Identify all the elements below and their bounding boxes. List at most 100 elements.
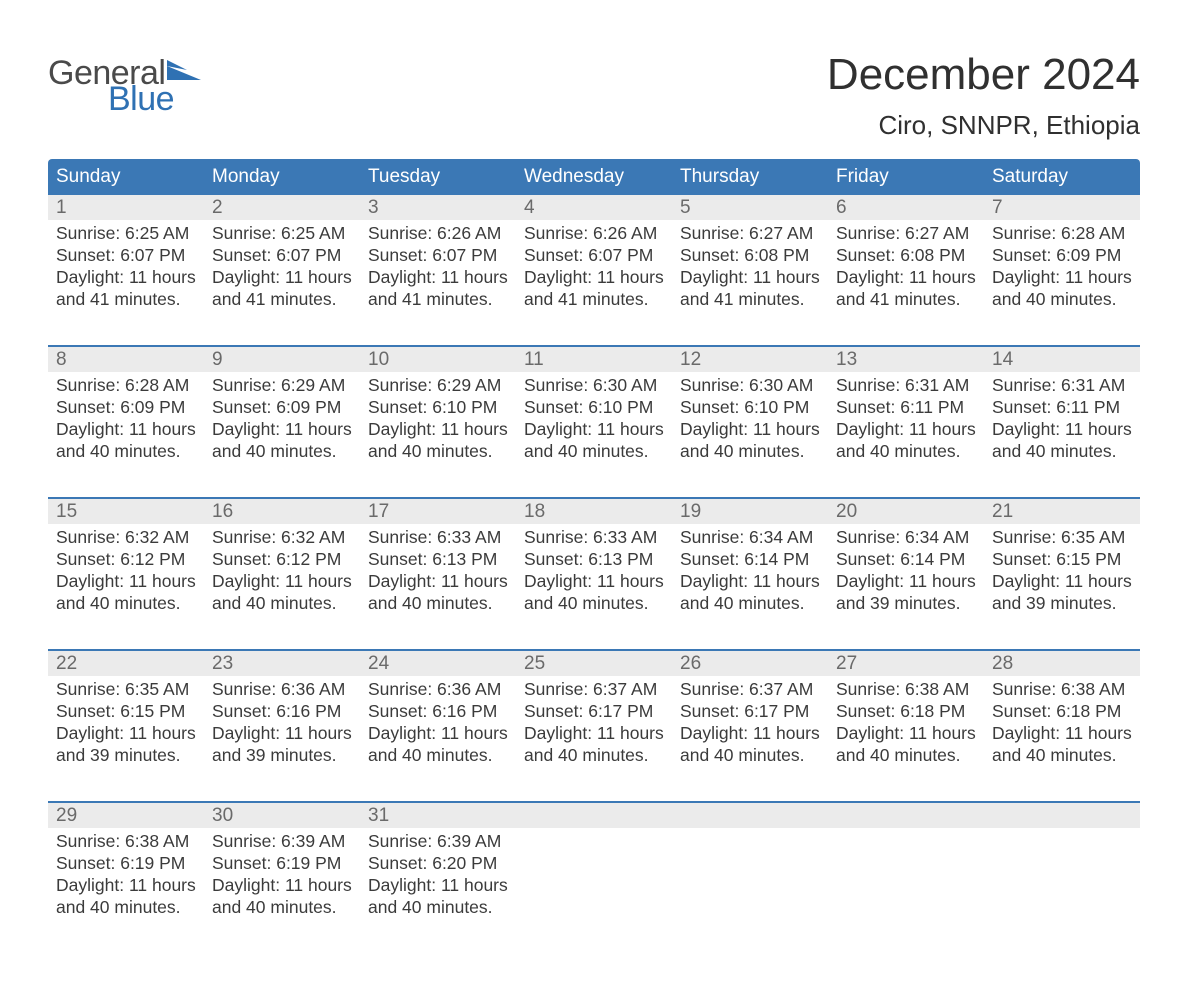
calendar-day: . <box>672 803 828 953</box>
daylight-line1: Daylight: 11 hours <box>992 419 1132 441</box>
daylight-line2: and 39 minutes. <box>836 593 976 615</box>
day-number: 10 <box>360 347 516 372</box>
day-body: Sunrise: 6:36 AMSunset: 6:16 PMDaylight:… <box>360 676 516 773</box>
daylight-line1: Daylight: 11 hours <box>368 571 508 593</box>
sunset-text: Sunset: 6:13 PM <box>368 549 508 571</box>
day-number: 14 <box>984 347 1140 372</box>
calendar-week: 8Sunrise: 6:28 AMSunset: 6:09 PMDaylight… <box>48 345 1140 497</box>
sunset-text: Sunset: 6:17 PM <box>680 701 820 723</box>
daylight-line2: and 40 minutes. <box>212 897 352 919</box>
sunset-text: Sunset: 6:07 PM <box>212 245 352 267</box>
day-body: Sunrise: 6:32 AMSunset: 6:12 PMDaylight:… <box>204 524 360 621</box>
daylight-line1: Daylight: 11 hours <box>992 723 1132 745</box>
day-body: Sunrise: 6:31 AMSunset: 6:11 PMDaylight:… <box>828 372 984 469</box>
day-body: Sunrise: 6:27 AMSunset: 6:08 PMDaylight:… <box>672 220 828 317</box>
day-body: Sunrise: 6:39 AMSunset: 6:19 PMDaylight:… <box>204 828 360 925</box>
sunset-text: Sunset: 6:07 PM <box>524 245 664 267</box>
calendar-day: . <box>984 803 1140 953</box>
day-number: 19 <box>672 499 828 524</box>
daylight-line2: and 41 minutes. <box>56 289 196 311</box>
sunset-text: Sunset: 6:16 PM <box>212 701 352 723</box>
day-number: 28 <box>984 651 1140 676</box>
calendar-day: . <box>828 803 984 953</box>
dow-tuesday: Tuesday <box>360 159 516 195</box>
daylight-line2: and 40 minutes. <box>212 593 352 615</box>
sunrise-text: Sunrise: 6:28 AM <box>992 223 1132 245</box>
daylight-line2: and 40 minutes. <box>680 441 820 463</box>
dow-wednesday: Wednesday <box>516 159 672 195</box>
day-number: 21 <box>984 499 1140 524</box>
daylight-line1: Daylight: 11 hours <box>992 571 1132 593</box>
sunset-text: Sunset: 6:14 PM <box>836 549 976 571</box>
day-body: Sunrise: 6:29 AMSunset: 6:09 PMDaylight:… <box>204 372 360 469</box>
calendar-day: 17Sunrise: 6:33 AMSunset: 6:13 PMDayligh… <box>360 499 516 649</box>
sunrise-text: Sunrise: 6:26 AM <box>368 223 508 245</box>
day-number: 30 <box>204 803 360 828</box>
calendar-day: 13Sunrise: 6:31 AMSunset: 6:11 PMDayligh… <box>828 347 984 497</box>
day-body: Sunrise: 6:25 AMSunset: 6:07 PMDaylight:… <box>204 220 360 317</box>
daylight-line1: Daylight: 11 hours <box>56 875 196 897</box>
brand-logo: General Blue <box>48 50 201 119</box>
daylight-line2: and 40 minutes. <box>992 745 1132 767</box>
day-body: Sunrise: 6:38 AMSunset: 6:18 PMDaylight:… <box>828 676 984 773</box>
sunset-text: Sunset: 6:15 PM <box>992 549 1132 571</box>
day-body: Sunrise: 6:36 AMSunset: 6:16 PMDaylight:… <box>204 676 360 773</box>
day-number: 6 <box>828 195 984 220</box>
sunset-text: Sunset: 6:08 PM <box>836 245 976 267</box>
daylight-line1: Daylight: 11 hours <box>992 267 1132 289</box>
sunset-text: Sunset: 6:13 PM <box>524 549 664 571</box>
day-number: 27 <box>828 651 984 676</box>
calendar-day: 23Sunrise: 6:36 AMSunset: 6:16 PMDayligh… <box>204 651 360 801</box>
day-number: 12 <box>672 347 828 372</box>
daylight-line2: and 40 minutes. <box>368 441 508 463</box>
day-body: Sunrise: 6:30 AMSunset: 6:10 PMDaylight:… <box>672 372 828 469</box>
daylight-line1: Daylight: 11 hours <box>836 723 976 745</box>
daylight-line2: and 40 minutes. <box>524 441 664 463</box>
calendar-day: 4Sunrise: 6:26 AMSunset: 6:07 PMDaylight… <box>516 195 672 345</box>
calendar-week: 22Sunrise: 6:35 AMSunset: 6:15 PMDayligh… <box>48 649 1140 801</box>
day-body: Sunrise: 6:38 AMSunset: 6:18 PMDaylight:… <box>984 676 1140 773</box>
dow-saturday: Saturday <box>984 159 1140 195</box>
daylight-line1: Daylight: 11 hours <box>836 267 976 289</box>
day-number: 8 <box>48 347 204 372</box>
sunrise-text: Sunrise: 6:34 AM <box>836 527 976 549</box>
day-body: Sunrise: 6:33 AMSunset: 6:13 PMDaylight:… <box>360 524 516 621</box>
calendar-day: 16Sunrise: 6:32 AMSunset: 6:12 PMDayligh… <box>204 499 360 649</box>
sunset-text: Sunset: 6:10 PM <box>524 397 664 419</box>
sunrise-text: Sunrise: 6:29 AM <box>212 375 352 397</box>
day-number: 18 <box>516 499 672 524</box>
calendar-day: 2Sunrise: 6:25 AMSunset: 6:07 PMDaylight… <box>204 195 360 345</box>
calendar-day: 6Sunrise: 6:27 AMSunset: 6:08 PMDaylight… <box>828 195 984 345</box>
day-number: 17 <box>360 499 516 524</box>
sunset-text: Sunset: 6:09 PM <box>992 245 1132 267</box>
day-body: Sunrise: 6:25 AMSunset: 6:07 PMDaylight:… <box>48 220 204 317</box>
sunrise-text: Sunrise: 6:35 AM <box>992 527 1132 549</box>
calendar-day: 9Sunrise: 6:29 AMSunset: 6:09 PMDaylight… <box>204 347 360 497</box>
sunrise-text: Sunrise: 6:38 AM <box>836 679 976 701</box>
calendar-page: General Blue December 2024 Ciro, SNNPR, … <box>0 0 1188 993</box>
daylight-line1: Daylight: 11 hours <box>524 723 664 745</box>
location-subtitle: Ciro, SNNPR, Ethiopia <box>827 110 1140 141</box>
daylight-line2: and 41 minutes. <box>524 289 664 311</box>
daylight-line2: and 40 minutes. <box>524 745 664 767</box>
daylight-line2: and 39 minutes. <box>992 593 1132 615</box>
sunset-text: Sunset: 6:14 PM <box>680 549 820 571</box>
sunrise-text: Sunrise: 6:37 AM <box>680 679 820 701</box>
daylight-line1: Daylight: 11 hours <box>212 875 352 897</box>
day-number: 11 <box>516 347 672 372</box>
sunset-text: Sunset: 6:19 PM <box>56 853 196 875</box>
calendar-day: 22Sunrise: 6:35 AMSunset: 6:15 PMDayligh… <box>48 651 204 801</box>
day-body: Sunrise: 6:39 AMSunset: 6:20 PMDaylight:… <box>360 828 516 925</box>
calendar-day: 3Sunrise: 6:26 AMSunset: 6:07 PMDaylight… <box>360 195 516 345</box>
sunset-text: Sunset: 6:11 PM <box>992 397 1132 419</box>
daylight-line2: and 41 minutes. <box>368 289 508 311</box>
day-body: Sunrise: 6:27 AMSunset: 6:08 PMDaylight:… <box>828 220 984 317</box>
daylight-line1: Daylight: 11 hours <box>680 571 820 593</box>
daylight-line1: Daylight: 11 hours <box>212 571 352 593</box>
day-body: Sunrise: 6:37 AMSunset: 6:17 PMDaylight:… <box>672 676 828 773</box>
daylight-line1: Daylight: 11 hours <box>368 267 508 289</box>
day-body: Sunrise: 6:33 AMSunset: 6:13 PMDaylight:… <box>516 524 672 621</box>
day-body: Sunrise: 6:26 AMSunset: 6:07 PMDaylight:… <box>516 220 672 317</box>
day-number: 7 <box>984 195 1140 220</box>
day-body: Sunrise: 6:28 AMSunset: 6:09 PMDaylight:… <box>984 220 1140 317</box>
